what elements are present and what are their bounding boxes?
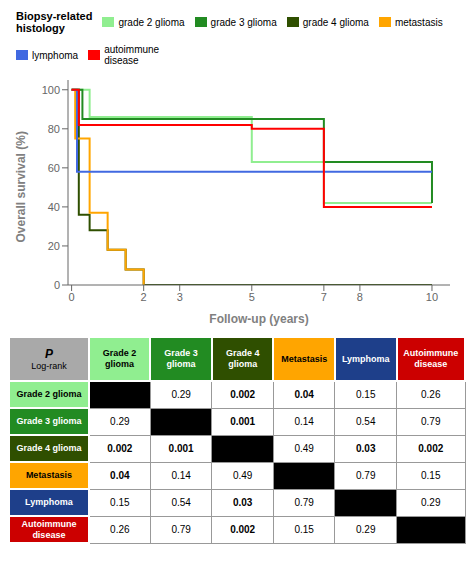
html-text:Grade 3: Grade 3 bbox=[164, 348, 198, 358]
svg-text:100: 100 bbox=[42, 84, 60, 96]
svg-text:3: 3 bbox=[177, 291, 183, 303]
html-text:disease: disease bbox=[32, 529, 66, 540]
svg-text:Follow-up (years): Follow-up (years) bbox=[209, 312, 308, 326]
html-text:Biopsy-related: Biopsy-related bbox=[16, 10, 93, 22]
html-text:Grade 4 glioma: Grade 4 glioma bbox=[16, 443, 82, 453]
svg-text:8: 8 bbox=[357, 291, 363, 303]
html-text:0.29: 0.29 bbox=[171, 389, 191, 401]
html-text:histology: histology bbox=[16, 22, 65, 34]
html-text:0.04: 0.04 bbox=[110, 470, 130, 481]
html-text:0.29: 0.29 bbox=[421, 497, 441, 508]
html-text:0.54: 0.54 bbox=[356, 416, 376, 427]
html-text:0.002: 0.002 bbox=[230, 389, 256, 401]
html-text:0.14: 0.14 bbox=[171, 470, 191, 481]
html-text:0.26: 0.26 bbox=[421, 389, 441, 401]
html-text:Metastasis: Metastasis bbox=[281, 353, 328, 364]
html-text:0.15: 0.15 bbox=[421, 470, 441, 481]
svg-text:5: 5 bbox=[249, 291, 255, 303]
html-text:0.03: 0.03 bbox=[356, 443, 376, 454]
html-text:lymphoma: lymphoma bbox=[32, 49, 79, 61]
html-text:0.04: 0.04 bbox=[294, 389, 314, 401]
html-text:glioma: glioma bbox=[166, 359, 196, 369]
html-text:0.03: 0.03 bbox=[232, 497, 253, 508]
html-text:0.15: 0.15 bbox=[110, 497, 130, 508]
svg-text:0: 0 bbox=[69, 291, 75, 303]
svg-text:20: 20 bbox=[48, 240, 60, 252]
html-text:0.002: 0.002 bbox=[230, 524, 256, 535]
html-text:Autoimmune: Autoimmune bbox=[403, 348, 459, 358]
html-text:grade 3 glioma: grade 3 glioma bbox=[210, 16, 277, 28]
svg-text:2: 2 bbox=[141, 291, 147, 303]
html-text:0.79: 0.79 bbox=[171, 524, 191, 535]
svg-text:40: 40 bbox=[48, 201, 60, 213]
html-text:Lymphoma: Lymphoma bbox=[341, 353, 390, 364]
html-text:0.002: 0.002 bbox=[418, 443, 444, 454]
html-text:Grade 2: Grade 2 bbox=[102, 348, 137, 358]
html-text:Autoimmune: Autoimmune bbox=[21, 518, 77, 529]
html-text:disease: disease bbox=[414, 359, 448, 369]
html-text:0.49: 0.49 bbox=[294, 443, 314, 454]
html-text:0.79: 0.79 bbox=[294, 497, 314, 508]
html-text:Lymphoma: Lymphoma bbox=[25, 497, 73, 507]
svg-text:80: 80 bbox=[48, 123, 60, 135]
html-text:metastasis: metastasis bbox=[394, 16, 443, 28]
svg-text:0: 0 bbox=[54, 279, 60, 291]
html-text:0.49: 0.49 bbox=[232, 470, 253, 481]
html-text:0.15: 0.15 bbox=[294, 524, 314, 535]
html-text:P: P bbox=[44, 347, 53, 361]
html-text:0.54: 0.54 bbox=[171, 497, 191, 508]
svg-text:7: 7 bbox=[321, 291, 327, 303]
html-text:0.26: 0.26 bbox=[110, 524, 130, 535]
html-text:Log-rank: Log-rank bbox=[31, 361, 67, 371]
html-text:glioma: glioma bbox=[105, 359, 135, 369]
html-text:glioma: glioma bbox=[228, 359, 258, 369]
html-text:grade 2 glioma: grade 2 glioma bbox=[118, 16, 185, 28]
html-text:grade 4 glioma: grade 4 glioma bbox=[302, 16, 369, 28]
html-text:0.79: 0.79 bbox=[421, 416, 441, 427]
html-text:0.29: 0.29 bbox=[110, 416, 130, 427]
html-text:disease: disease bbox=[104, 55, 139, 66]
html-text:0.14: 0.14 bbox=[294, 416, 314, 427]
html-text:Grade 4: Grade 4 bbox=[225, 348, 260, 358]
html-text:0.001: 0.001 bbox=[230, 416, 256, 427]
html-text:0.29: 0.29 bbox=[356, 524, 376, 535]
html-text:Grade 3 glioma: Grade 3 glioma bbox=[16, 416, 82, 426]
html-text:0.15: 0.15 bbox=[356, 389, 376, 401]
html-text:Metastasis: Metastasis bbox=[25, 470, 72, 480]
html-text:0.79: 0.79 bbox=[356, 470, 376, 481]
svg-text:60: 60 bbox=[48, 162, 60, 174]
html-text:Grade 2 glioma: Grade 2 glioma bbox=[16, 389, 82, 399]
svg-text:Overall survival (%): Overall survival (%) bbox=[14, 131, 28, 242]
html-text:0.002: 0.002 bbox=[107, 443, 133, 454]
html-text:autoimmune: autoimmune bbox=[104, 44, 160, 55]
svg-text:10: 10 bbox=[426, 291, 438, 303]
html-text:0.001: 0.001 bbox=[168, 443, 194, 454]
